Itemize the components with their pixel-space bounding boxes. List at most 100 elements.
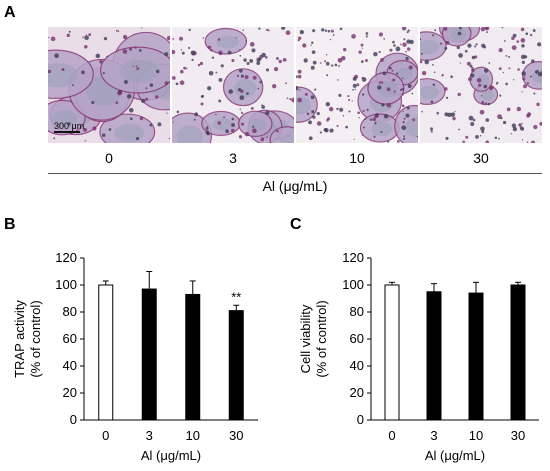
stained-particle (238, 49, 241, 51)
stained-particle (403, 135, 406, 138)
stained-particle (312, 29, 316, 33)
stained-particle (299, 29, 304, 35)
stained-particle (336, 107, 339, 111)
stained-particle (481, 101, 485, 105)
stained-particle (122, 34, 128, 40)
stained-particle (326, 118, 329, 122)
stained-particle (474, 55, 478, 59)
stained-particle (330, 29, 334, 33)
stained-particle (396, 72, 399, 75)
stained-particle (357, 111, 361, 115)
stained-particle (459, 62, 461, 64)
stained-particle (149, 123, 153, 127)
stained-particle (361, 47, 363, 49)
cell-viability-chart: 0 20 40 60 80 100 120 0 3 10 30 Al (μg/mL) Cell viab… (298, 250, 539, 463)
stained-particle (525, 32, 529, 36)
stained-particle (285, 30, 291, 36)
stained-particle (358, 116, 360, 119)
stained-particle (231, 58, 235, 63)
stained-particle (183, 66, 187, 70)
stained-particle (356, 83, 360, 87)
stained-particle (132, 65, 134, 67)
stained-particle (84, 44, 88, 49)
stained-particle (328, 106, 334, 112)
stained-particle (272, 83, 277, 89)
stained-particle (145, 87, 148, 90)
stained-particle (521, 122, 523, 125)
stained-particle (139, 116, 144, 121)
bar-10 (185, 293, 201, 421)
stained-particle (363, 126, 365, 129)
stained-particle (297, 97, 302, 103)
stained-particle (242, 29, 244, 31)
stained-particle (535, 70, 539, 74)
y-tick-label: 80 (63, 304, 77, 319)
stained-particle (445, 40, 450, 45)
cell-nucleus-cluster (477, 74, 490, 87)
y-tick-label: 100 (342, 277, 364, 292)
stained-particle (202, 95, 205, 97)
stained-particle (336, 124, 339, 127)
stained-particle (454, 110, 456, 113)
stained-particle (168, 137, 170, 140)
y-axis-label-line: (% of control) (314, 300, 329, 377)
stained-particle (502, 120, 507, 125)
cell-nucleus-cluster (119, 59, 161, 83)
stained-particle (401, 104, 405, 108)
stained-particle (531, 59, 535, 63)
stained-particle (339, 27, 343, 31)
stained-particle (401, 87, 405, 91)
stained-particle (517, 68, 520, 71)
stained-particle (416, 135, 418, 138)
stained-particle (339, 107, 344, 112)
stained-particle (498, 137, 500, 140)
stained-particle (424, 59, 430, 65)
stained-particle (495, 82, 498, 85)
stained-particle (475, 43, 478, 46)
stained-particle (99, 60, 103, 64)
stained-particle (267, 29, 270, 32)
stained-particle (516, 40, 520, 43)
stained-particle (402, 42, 407, 47)
stained-particle (228, 89, 234, 94)
stained-particle (48, 36, 50, 39)
stained-particle (117, 90, 122, 96)
cell-nucleus-cluster (216, 35, 240, 49)
stained-particle (447, 112, 452, 117)
stained-particle (362, 109, 365, 113)
stained-particle (393, 90, 396, 93)
stained-particle (432, 63, 434, 66)
stained-particle (498, 67, 502, 71)
bar-30 (228, 310, 244, 421)
panel-a-letter: A (4, 4, 16, 21)
stained-particle (381, 103, 385, 107)
stained-particle (308, 120, 312, 125)
concentration-label-10: 10 (349, 150, 365, 166)
stained-particle (239, 95, 245, 101)
stained-particle (361, 134, 363, 136)
micrograph-10 (296, 27, 418, 143)
stained-particle (459, 27, 462, 30)
stained-particle (179, 36, 183, 41)
stained-particle (420, 38, 422, 41)
stained-particle (145, 97, 149, 101)
stained-particle (95, 53, 101, 59)
bar-30 (510, 284, 526, 421)
stained-particle (486, 31, 489, 34)
stained-particle (83, 127, 88, 132)
y-tick-label: 20 (63, 385, 77, 400)
stained-particle (266, 136, 268, 138)
stained-particle (360, 43, 364, 47)
stained-particle (386, 87, 391, 92)
stained-particle (197, 63, 201, 67)
stained-particle (365, 32, 369, 35)
stained-particle (378, 50, 381, 54)
stained-particle (342, 47, 347, 52)
stained-particle (444, 46, 448, 50)
stained-particle (508, 67, 511, 70)
stained-particle (466, 61, 471, 66)
stained-particle (319, 62, 322, 64)
stained-particle (82, 36, 84, 39)
stained-particle (122, 49, 128, 54)
stained-particle (194, 112, 199, 117)
